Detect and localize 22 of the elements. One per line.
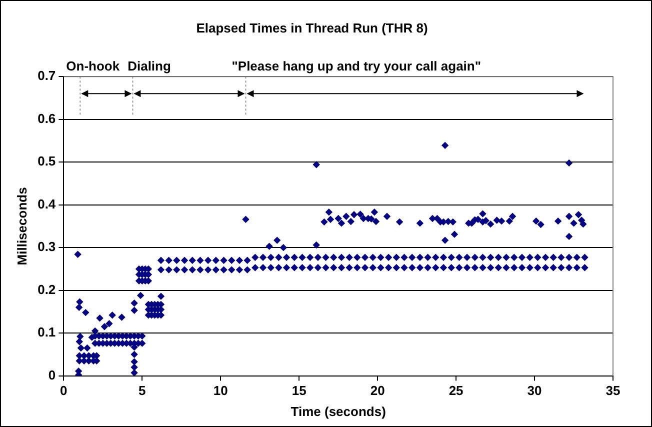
x-tick-label: 30 bbox=[527, 383, 542, 398]
y-axis-title: Milliseconds bbox=[14, 187, 30, 266]
y-tick-label: 0.2 bbox=[38, 282, 56, 297]
ref-line-label: On-hook bbox=[66, 58, 120, 74]
y-tick-label: 0 bbox=[48, 367, 56, 382]
y-tick-label: 0.7 bbox=[38, 68, 56, 84]
x-axis-title: Time (seconds) bbox=[290, 404, 386, 419]
ref-line-label: "Please hang up and try your call again" bbox=[232, 58, 482, 74]
x-tick-label: 15 bbox=[292, 383, 306, 398]
x-tick-label: 35 bbox=[606, 383, 620, 398]
y-tick-label: 0.5 bbox=[38, 154, 56, 169]
y-tick-label: 0.4 bbox=[38, 196, 56, 212]
ref-line-label: Dialing bbox=[128, 58, 171, 74]
y-tick-label: 0.1 bbox=[38, 324, 56, 340]
x-tick-label: 5 bbox=[138, 383, 146, 398]
x-tick-label: 10 bbox=[213, 383, 228, 398]
y-tick-label: 0.6 bbox=[38, 110, 56, 126]
x-tick-label: 0 bbox=[60, 383, 68, 398]
y-tick-label: 0.3 bbox=[38, 239, 56, 254]
chart-title: Elapsed Times in Thread Run (THR 8) bbox=[196, 20, 428, 36]
x-tick-label: 25 bbox=[448, 383, 464, 398]
x-tick-label: 20 bbox=[370, 383, 385, 398]
